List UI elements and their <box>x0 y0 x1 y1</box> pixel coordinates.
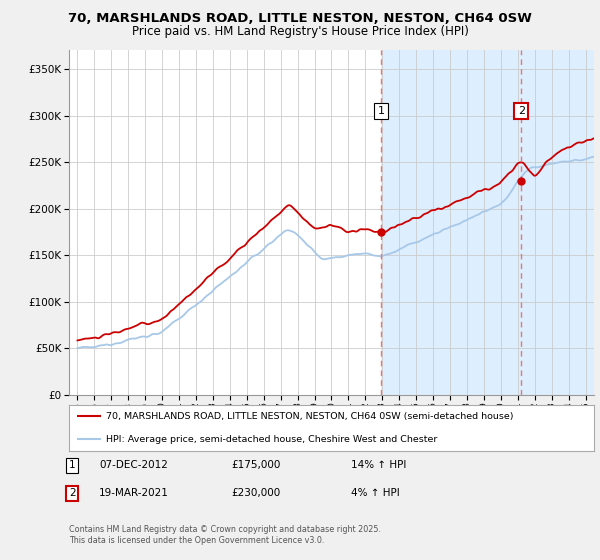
Text: 1: 1 <box>377 106 385 116</box>
Text: 2: 2 <box>69 488 76 498</box>
Text: 07-DEC-2012: 07-DEC-2012 <box>99 460 168 470</box>
Bar <box>521 50 594 395</box>
Text: 1: 1 <box>69 460 76 470</box>
Text: Price paid vs. HM Land Registry's House Price Index (HPI): Price paid vs. HM Land Registry's House … <box>131 25 469 38</box>
Text: 14% ↑ HPI: 14% ↑ HPI <box>351 460 406 470</box>
Text: 2: 2 <box>518 106 525 116</box>
Text: 70, MARSHLANDS ROAD, LITTLE NESTON, NESTON, CH64 0SW (semi-detached house): 70, MARSHLANDS ROAD, LITTLE NESTON, NEST… <box>106 412 513 421</box>
Text: 19-MAR-2021: 19-MAR-2021 <box>99 488 169 498</box>
Text: 4% ↑ HPI: 4% ↑ HPI <box>351 488 400 498</box>
Text: £175,000: £175,000 <box>231 460 280 470</box>
Text: 70, MARSHLANDS ROAD, LITTLE NESTON, NESTON, CH64 0SW: 70, MARSHLANDS ROAD, LITTLE NESTON, NEST… <box>68 12 532 25</box>
Bar <box>381 50 521 395</box>
Text: £230,000: £230,000 <box>231 488 280 498</box>
Text: Contains HM Land Registry data © Crown copyright and database right 2025.
This d: Contains HM Land Registry data © Crown c… <box>69 525 381 545</box>
Text: HPI: Average price, semi-detached house, Cheshire West and Chester: HPI: Average price, semi-detached house,… <box>106 435 437 444</box>
